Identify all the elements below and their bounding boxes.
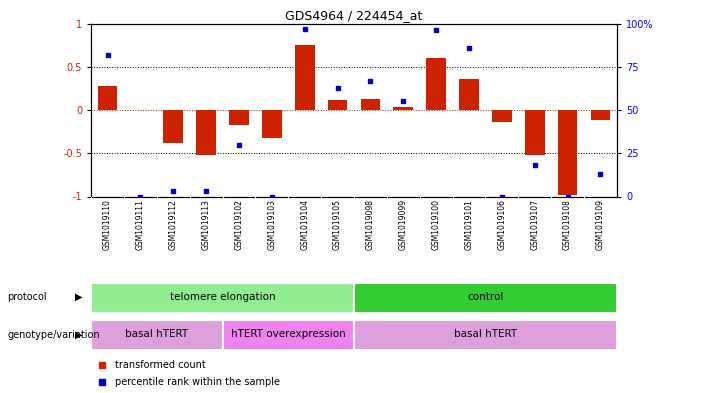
Text: GSM1019104: GSM1019104 [300, 199, 309, 250]
Text: GSM1019101: GSM1019101 [465, 199, 473, 250]
Text: transformed count: transformed count [115, 360, 205, 370]
Text: percentile rank within the sample: percentile rank within the sample [115, 377, 280, 387]
Bar [91, 320, 223, 350]
Text: basal hTERT: basal hTERT [454, 329, 517, 340]
Text: basal hTERT: basal hTERT [125, 329, 189, 340]
Bar [426, 58, 446, 110]
Bar [354, 320, 617, 350]
Text: GSM1019105: GSM1019105 [333, 199, 342, 250]
Bar [328, 100, 348, 110]
Bar [525, 110, 545, 155]
Bar [558, 110, 578, 195]
Text: GSM1019110: GSM1019110 [103, 199, 112, 250]
Bar [91, 283, 354, 313]
Text: GSM1019108: GSM1019108 [563, 199, 572, 250]
Bar [229, 110, 249, 125]
Bar [262, 110, 282, 138]
Text: GSM1019113: GSM1019113 [202, 199, 210, 250]
Bar [295, 45, 315, 110]
Text: GSM1019109: GSM1019109 [596, 199, 605, 250]
Text: ▶: ▶ [75, 292, 83, 302]
Bar [97, 86, 118, 110]
Text: control: control [468, 292, 503, 302]
Text: ▶: ▶ [75, 330, 83, 340]
Bar [590, 110, 611, 120]
Bar [354, 283, 617, 313]
Text: GSM1019111: GSM1019111 [136, 199, 145, 250]
Text: GSM1019102: GSM1019102 [235, 199, 243, 250]
Text: GSM1019100: GSM1019100 [432, 199, 441, 250]
Bar [492, 110, 512, 122]
Bar [360, 99, 381, 110]
Text: telomere elongation: telomere elongation [170, 292, 275, 302]
Bar [223, 320, 354, 350]
Bar [196, 110, 216, 155]
Bar [163, 110, 183, 143]
Text: GSM1019107: GSM1019107 [530, 199, 539, 250]
Text: genotype/variation: genotype/variation [7, 330, 100, 340]
Text: GSM1019103: GSM1019103 [267, 199, 276, 250]
Text: GSM1019099: GSM1019099 [399, 199, 408, 250]
Bar [393, 107, 413, 110]
Text: hTERT overexpression: hTERT overexpression [231, 329, 346, 340]
Text: GSM1019112: GSM1019112 [169, 199, 178, 250]
Title: GDS4964 / 224454_at: GDS4964 / 224454_at [285, 9, 423, 22]
Bar [459, 79, 479, 110]
Text: protocol: protocol [7, 292, 47, 302]
Text: GSM1019106: GSM1019106 [498, 199, 506, 250]
Text: GSM1019098: GSM1019098 [366, 199, 375, 250]
